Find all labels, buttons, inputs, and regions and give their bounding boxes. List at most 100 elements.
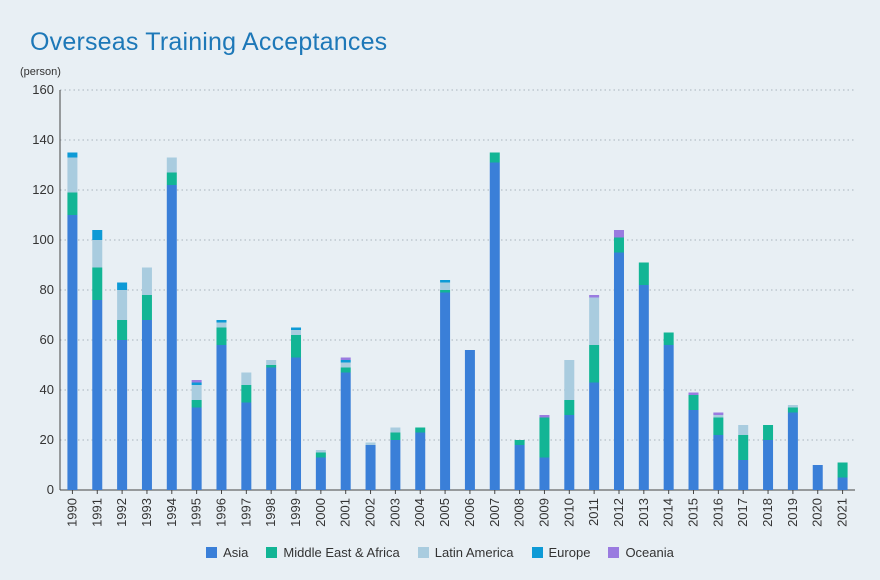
x-tick-label: 2017	[735, 498, 750, 527]
bar-segment	[539, 417, 550, 458]
bar-segment	[688, 410, 699, 490]
bar-segment	[613, 237, 624, 253]
bar-segment	[713, 417, 724, 435]
x-tick-label: 2008	[512, 498, 527, 527]
bar-segment	[241, 385, 252, 403]
bar-segment	[141, 320, 152, 490]
bar-segment	[117, 290, 128, 320]
x-tick-label: 1998	[263, 498, 278, 527]
bar-segment	[191, 382, 202, 385]
bar-segment	[166, 172, 177, 185]
bar-segment	[763, 425, 774, 440]
legend-label: Middle East & Africa	[283, 545, 400, 560]
bar-segment	[141, 267, 152, 295]
bar-segment	[564, 415, 575, 490]
bar-segment	[713, 415, 724, 418]
bar-segment	[638, 262, 649, 285]
x-tick-label: 2014	[661, 498, 676, 527]
y-tick-label: 80	[40, 282, 54, 297]
bar-chart-plot: 0 20 40 60 80 100 120 140 160 1990 1991 1992 1993 199…	[32, 82, 855, 527]
y-tick-label: 100	[32, 232, 54, 247]
x-tick-label: 2011	[586, 498, 601, 526]
y-tick-label: 120	[32, 182, 54, 197]
x-tick-label: 2004	[412, 498, 427, 527]
bar-segment	[141, 295, 152, 320]
bar-segment	[440, 290, 451, 293]
legend-label: Latin America	[434, 545, 514, 560]
bar-segment	[440, 280, 451, 283]
y-tick-label: 140	[32, 132, 54, 147]
bar-segment	[589, 295, 600, 298]
bar-segment	[216, 320, 227, 323]
x-tick-label: 1991	[89, 498, 104, 527]
bar-segment	[589, 297, 600, 345]
x-tick-label: 2012	[611, 498, 626, 527]
x-tick-label: 1996	[213, 498, 228, 527]
y-axis-unit-label: (person)	[20, 66, 61, 78]
bar-segment	[117, 340, 128, 490]
bar-segment	[92, 267, 103, 300]
x-tick-label: 2007	[487, 498, 502, 527]
bar-segment	[415, 427, 426, 433]
y-tick-label: 60	[40, 332, 54, 347]
bar-segment	[92, 300, 103, 490]
bar-segment	[67, 215, 78, 490]
bar-segment	[117, 282, 128, 290]
y-tick-label: 160	[32, 82, 54, 97]
bar-segment	[241, 372, 252, 385]
bar-segment	[738, 460, 749, 490]
bar-segment	[365, 442, 376, 445]
bar-segment	[415, 432, 426, 490]
bar-segment	[489, 152, 500, 163]
x-tick-label: 2020	[810, 498, 825, 527]
bar-segment	[266, 367, 277, 490]
bar-segment	[67, 152, 78, 158]
bar-segment	[564, 400, 575, 415]
bar-segment	[365, 445, 376, 490]
x-tick-label: 2006	[462, 498, 477, 527]
x-tick-label: 2010	[561, 498, 576, 527]
bar-segment	[340, 367, 351, 373]
x-tick-label: 1992	[114, 498, 129, 527]
bar-segment	[315, 450, 326, 453]
bar-segment	[216, 327, 227, 345]
bar-segment	[514, 440, 525, 445]
bar-segment	[613, 230, 624, 238]
bar-segment	[266, 365, 277, 368]
x-tick-label: 2003	[387, 498, 402, 527]
x-tick-label: 1999	[288, 498, 303, 527]
bar-segment	[191, 400, 202, 408]
x-tick-label: 2013	[636, 498, 651, 527]
legend-swatch	[608, 547, 620, 558]
bar-segment	[713, 435, 724, 490]
x-tick-label: 1995	[189, 498, 204, 527]
bar-segment	[390, 427, 401, 433]
bar-segment	[266, 360, 277, 365]
bar-segment	[663, 332, 674, 345]
legend-swatch	[266, 547, 278, 558]
legend-swatch	[531, 547, 543, 558]
bar-segment	[440, 282, 451, 290]
bar-segment	[291, 335, 302, 358]
bar-segment	[291, 357, 302, 490]
bar-segment	[92, 240, 103, 268]
legend-item: Latin America	[417, 545, 514, 560]
bar-segment	[191, 407, 202, 490]
bar-segment	[241, 402, 252, 490]
bar-segment	[291, 327, 302, 330]
x-tick-label: 2015	[686, 498, 701, 527]
bar-segment	[216, 345, 227, 490]
bar-segment	[166, 185, 177, 490]
x-tick-label: 2019	[785, 498, 800, 527]
bar-segment	[713, 412, 724, 415]
legend-item: Asia	[206, 545, 248, 560]
bar-segment	[291, 330, 302, 335]
x-tick-label: 1997	[238, 498, 253, 527]
bar-segment	[67, 157, 78, 193]
legend-swatch	[417, 547, 429, 558]
bar-segment	[489, 162, 500, 490]
bar-segment	[663, 345, 674, 490]
bar-segment	[738, 435, 749, 460]
chart-legend: Asia Middle East & Africa Latin America Eur…	[0, 545, 880, 560]
